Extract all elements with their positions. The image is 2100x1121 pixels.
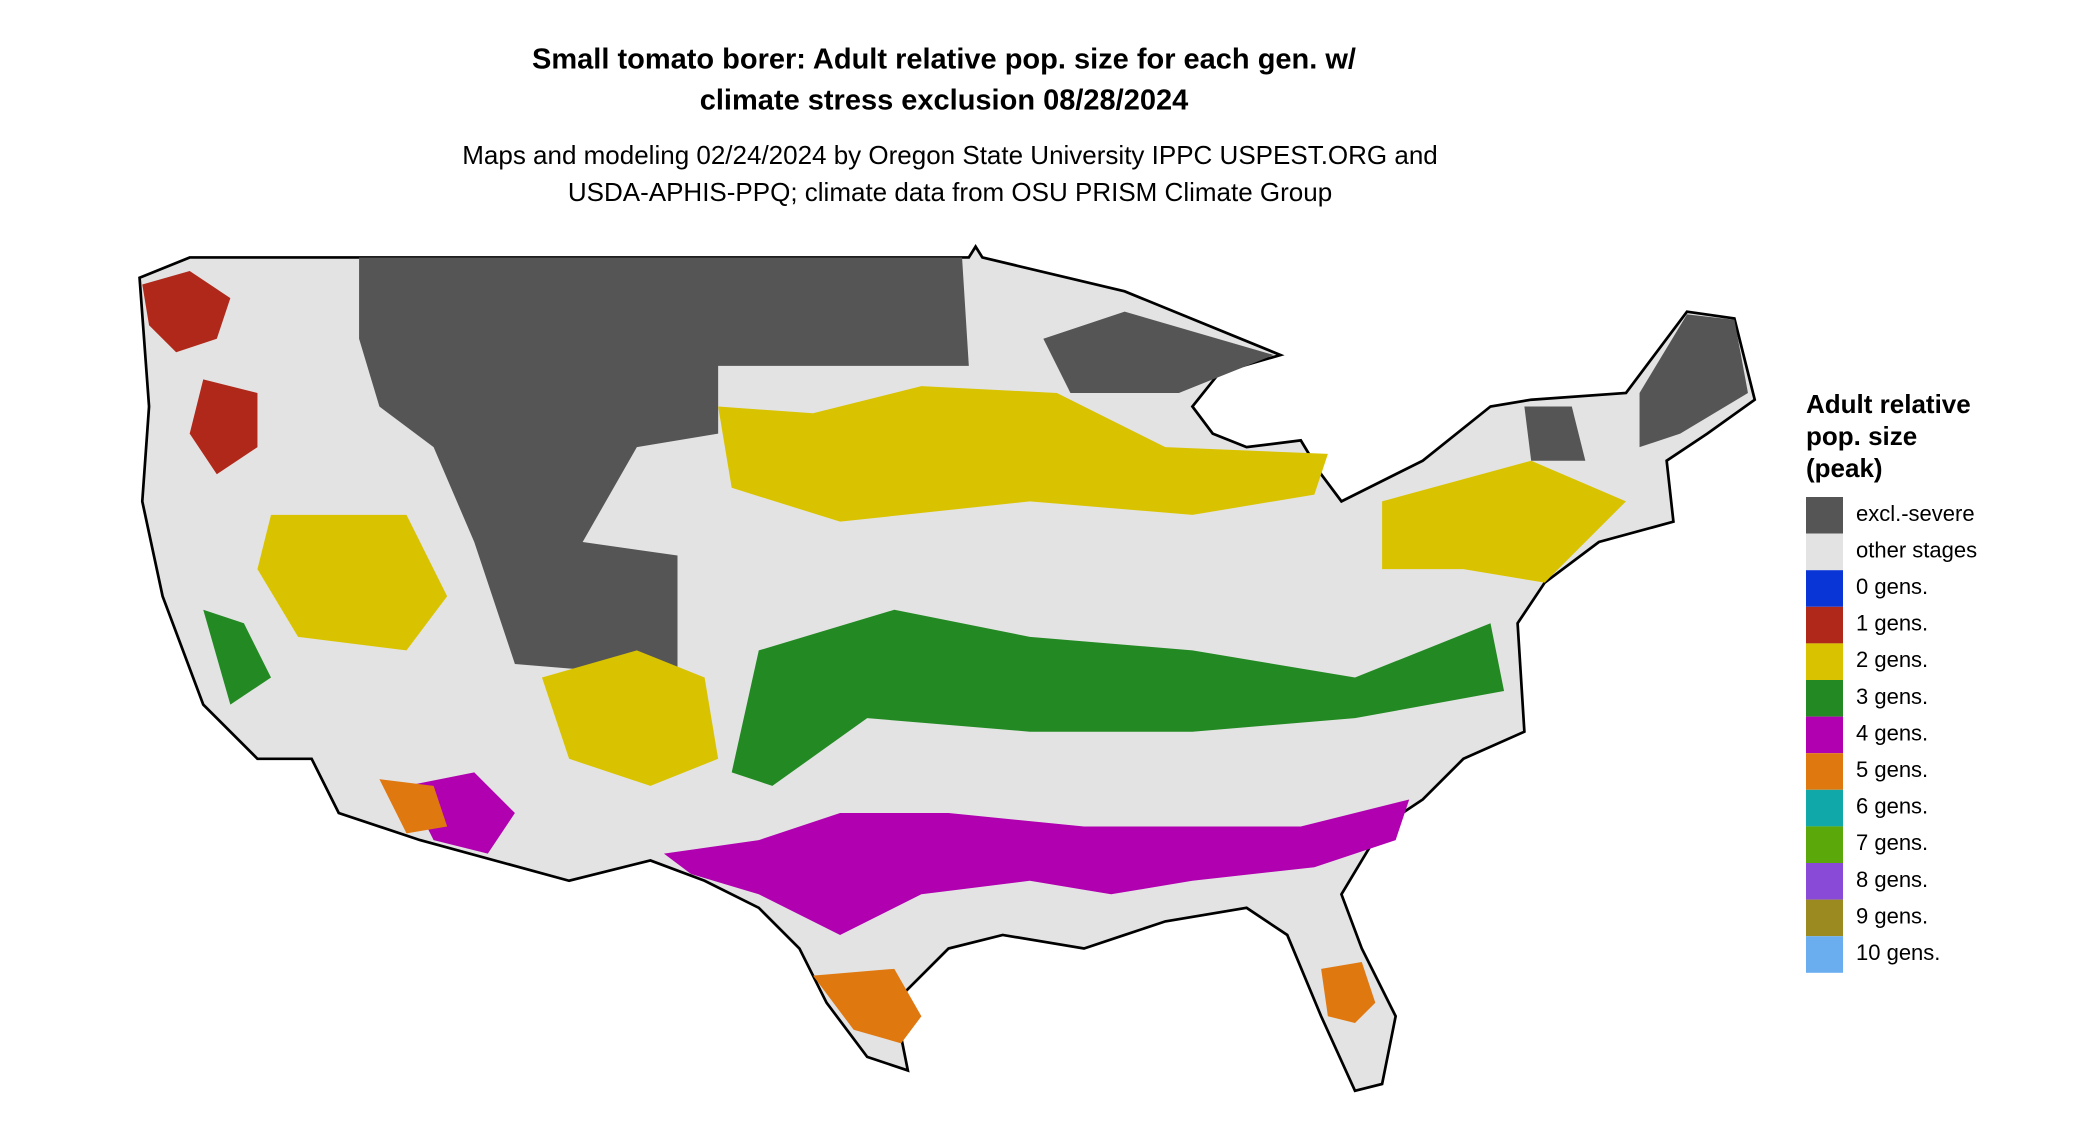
legend-label: 0 gens.	[1856, 574, 1928, 599]
legend-swatch	[1806, 753, 1843, 790]
region-2gen	[718, 386, 1328, 522]
legend-label: 5 gens.	[1856, 757, 1928, 782]
region-5gen	[813, 968, 922, 1044]
region-5gen	[379, 779, 448, 834]
legend-label: 8 gens.	[1856, 867, 1928, 892]
region-3gen	[203, 609, 271, 705]
legend-title: Adult relative	[1806, 389, 1971, 419]
legend-swatch	[1806, 936, 1843, 973]
legend-swatch	[1806, 789, 1843, 827]
legend-label: 3 gens.	[1856, 684, 1928, 709]
region-2gen	[1382, 460, 1626, 583]
region-2gen	[257, 514, 448, 651]
subtitle-line: USDA-APHIS-PPQ; climate data from OSU PR…	[568, 177, 1332, 207]
legend-label: 6 gens.	[1856, 794, 1928, 819]
legend-label: 4 gens.	[1856, 720, 1928, 745]
region-2gen	[542, 650, 719, 786]
region-excluded	[359, 257, 969, 678]
legend-swatch	[1806, 680, 1843, 717]
legend-label: 7 gens.	[1856, 830, 1928, 855]
legend-swatch	[1806, 716, 1843, 754]
legend-swatch	[1806, 863, 1843, 900]
legend-label: 10 gens.	[1856, 940, 1940, 965]
subtitle-line: Maps and modeling 02/24/2024 by Oregon S…	[462, 140, 1438, 170]
legend-title: pop. size	[1806, 421, 1917, 451]
legend-swatch	[1806, 606, 1843, 644]
legend-swatch	[1806, 533, 1843, 571]
legend-swatch	[1806, 497, 1843, 534]
legend-swatch	[1806, 643, 1843, 680]
region-3gen	[731, 609, 1505, 786]
legend-label: other stages	[1856, 537, 1977, 562]
legend-swatch	[1806, 570, 1843, 607]
region-1gen	[142, 271, 231, 353]
legend-swatch	[1806, 826, 1843, 863]
region-excluded	[1043, 311, 1274, 393]
region-excluded	[1639, 314, 1748, 448]
title-line: Small tomato borer: Adult relative pop. …	[532, 44, 1356, 76]
legend-label: excl.-severe	[1856, 501, 1975, 526]
legend-label: 1 gens.	[1856, 611, 1928, 636]
title-line: climate stress exclusion 08/28/2024	[700, 85, 1188, 117]
region-5gen	[1321, 962, 1376, 1024]
region-1gen	[189, 379, 258, 475]
legend-label: 2 gens.	[1856, 647, 1928, 672]
legend-swatch	[1806, 899, 1843, 937]
map	[138, 244, 1757, 1093]
legend-label: 9 gens.	[1856, 903, 1928, 928]
legend-title: (peak)	[1806, 453, 1883, 483]
region-4gen	[663, 799, 1410, 935]
region-excluded	[1524, 406, 1586, 461]
